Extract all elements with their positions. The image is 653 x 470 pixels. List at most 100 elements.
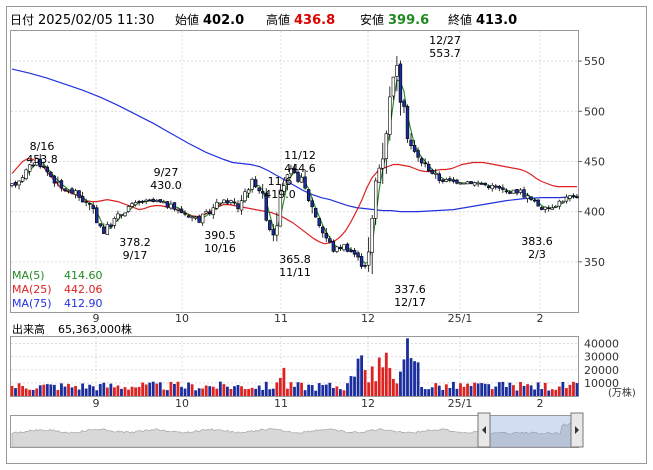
navigator-selection[interactable]	[486, 416, 572, 447]
candle-body	[77, 190, 81, 198]
volume-bar	[367, 382, 371, 396]
candle-body	[211, 207, 215, 216]
volume-bar	[339, 389, 342, 396]
candle-body	[176, 208, 180, 211]
close-value: 413.0	[476, 13, 517, 28]
candle-body	[328, 238, 332, 243]
candle-body	[222, 199, 226, 204]
navigator-left-handle[interactable]	[477, 412, 491, 448]
candle-body	[20, 177, 25, 182]
volume-bar	[81, 383, 85, 396]
volume-bar	[504, 386, 508, 396]
volume-bar	[331, 388, 335, 396]
candle-body	[451, 179, 456, 182]
volume-bar	[466, 383, 469, 396]
candle-body	[388, 96, 392, 135]
candle-body	[363, 265, 367, 267]
candle-body	[518, 189, 523, 193]
ma25-series	[11, 157, 577, 245]
price-annotation-label: 390.5	[204, 229, 236, 242]
volume-bar	[31, 389, 35, 396]
candle-body	[179, 208, 184, 214]
candle-body	[73, 190, 78, 195]
candle-body	[317, 218, 321, 227]
candle-body	[63, 188, 67, 192]
candle-body	[321, 226, 325, 234]
candle-body	[165, 201, 170, 208]
candle-body	[183, 213, 187, 215]
volume-bar	[282, 367, 286, 396]
price-x-tick-label: 9	[93, 312, 100, 325]
candle-body	[253, 179, 258, 188]
candle-body	[42, 166, 46, 168]
candle-body	[529, 196, 533, 201]
volume-title: 出来高	[12, 322, 45, 336]
volume-bar	[349, 376, 353, 396]
volume-bar	[540, 389, 544, 396]
candle-body	[119, 214, 124, 216]
candle-body	[35, 158, 39, 166]
volume-bar	[420, 387, 424, 396]
volume-bar	[271, 388, 275, 396]
legend-ma5-name: MA(5)	[12, 269, 45, 282]
volume-bar	[247, 388, 250, 396]
volume-y-tick-label: 10000	[584, 377, 619, 390]
candle-body	[105, 224, 110, 236]
volume-bar	[123, 387, 127, 396]
candle-body	[458, 182, 463, 185]
volume-bar	[335, 386, 339, 396]
navigator-right-handle[interactable]	[570, 412, 584, 448]
candle-body	[299, 176, 304, 183]
volume-bar	[448, 388, 452, 396]
volume-bar	[508, 382, 512, 396]
price-annotation-label: 430.0	[150, 179, 182, 192]
volume-bar	[236, 385, 240, 396]
candle-body	[511, 189, 516, 194]
volume-bar	[536, 382, 540, 396]
volume-bar	[391, 378, 395, 396]
volume-bar	[356, 358, 360, 396]
volume-bar	[572, 381, 575, 396]
price-annotation-label: 9/27	[154, 166, 179, 179]
candle-body	[423, 162, 427, 165]
volume-bar	[275, 382, 279, 396]
price-header: 日付 2025/02/05 11:30 始値 402.0 高値 436.8 安値…	[10, 12, 517, 28]
candle-body	[95, 207, 99, 224]
volume-bar	[137, 386, 141, 396]
volume-x-tick-label: 10	[175, 397, 189, 410]
volume-bar	[63, 386, 67, 396]
candle-body	[250, 178, 254, 190]
volume-bar	[243, 389, 247, 396]
legend-ma5-value: 414.60	[64, 269, 103, 282]
candle-body	[151, 198, 155, 202]
candle-body	[292, 168, 297, 173]
volume-bar	[116, 385, 120, 396]
candle-body	[66, 189, 71, 192]
high-label: 高値	[266, 12, 290, 27]
candle-body	[465, 181, 470, 185]
price-annotation-label: 383.6	[521, 235, 553, 248]
volume-bar	[473, 382, 476, 396]
candle-body	[239, 200, 244, 211]
volume-bar	[346, 383, 349, 396]
candle-body	[80, 196, 85, 203]
volume-bar	[155, 383, 159, 396]
candle-body	[215, 202, 219, 209]
candle-body	[278, 189, 283, 227]
volume-bar	[395, 383, 399, 396]
volume-bar	[173, 383, 176, 396]
volume-bar	[169, 381, 173, 396]
candle-body	[246, 189, 251, 194]
volume-x-tick-label: 12	[361, 397, 375, 410]
low-label: 安値	[360, 12, 384, 27]
candle-body	[504, 190, 509, 193]
candle-body	[158, 199, 163, 203]
close-label: 終値	[448, 12, 472, 27]
volume-bar	[144, 384, 148, 396]
candle-body	[155, 200, 159, 202]
volume-bar	[437, 385, 441, 396]
volume-bar	[413, 361, 416, 396]
price-x-axis: 9 10 11 12 25/1 2	[93, 312, 544, 325]
volume-bar	[363, 370, 367, 396]
